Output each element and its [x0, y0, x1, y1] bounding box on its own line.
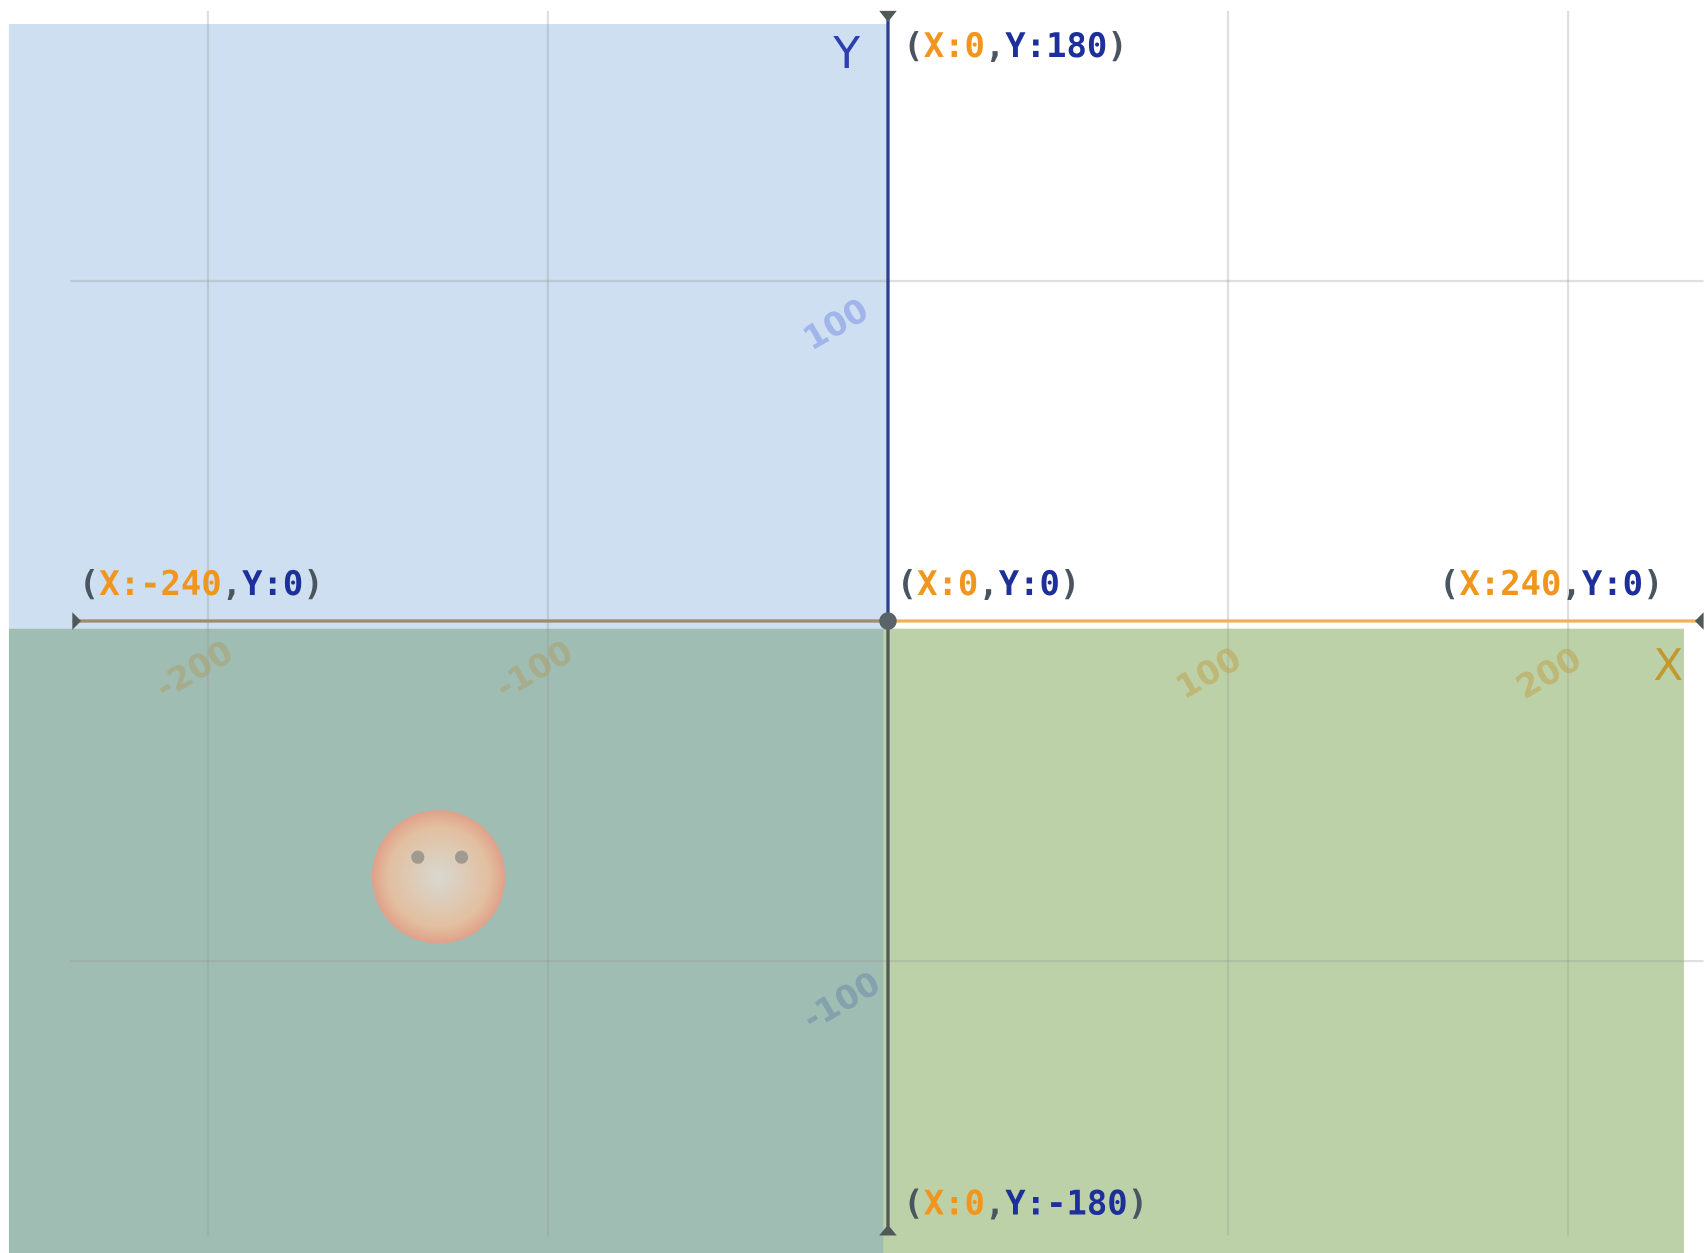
axis-end: [879, 1224, 897, 1236]
coordinate-label: (X:0,Y:180): [903, 26, 1127, 65]
label-part: Y:-180: [1005, 1184, 1127, 1223]
label-part: (: [1439, 564, 1459, 603]
x-axis-label: X: [1653, 640, 1683, 691]
coordinate-labels: (X:0,Y:180)(X:-240,Y:0) (X:0,Y:0) (X:240,Y…: [79, 26, 1664, 1223]
label-part: (: [897, 564, 917, 603]
label-part: Y:180: [1005, 26, 1107, 65]
label-part: Y:0: [242, 564, 303, 603]
label-part: ): [1107, 26, 1127, 65]
axis-end: [72, 612, 82, 630]
label-part: ,: [985, 1184, 1005, 1223]
label-part: (: [903, 26, 923, 65]
quadrant-top-left: [8, 24, 888, 629]
label-part: X:0: [924, 26, 985, 65]
label-part: X:0: [917, 564, 978, 603]
coordinate-label: (X:0,Y:-180): [903, 1184, 1148, 1223]
quadrant-bottom-right: [883, 628, 1684, 1253]
axis-end: [1694, 612, 1704, 630]
coordinate-label: (X:240,Y:0): [1439, 564, 1663, 603]
coordinate-label: (X:0,Y:0): [897, 564, 1081, 603]
label-part: ): [1128, 1184, 1148, 1223]
origin: [879, 612, 897, 630]
eye: [411, 850, 425, 864]
label-part: (: [79, 564, 99, 603]
label-part: X:240: [1459, 564, 1561, 603]
label-part: ): [1060, 564, 1080, 603]
axis-end: [879, 10, 897, 22]
label-part: Y:0: [999, 564, 1060, 603]
label-part: ,: [222, 564, 242, 603]
sprite: [371, 810, 506, 944]
label-part: X:-240: [99, 564, 221, 603]
coordinate-label: (X:-240,Y:0): [79, 564, 324, 603]
label-part: ,: [978, 564, 998, 603]
ball: [371, 810, 506, 944]
label-part: (: [903, 1184, 923, 1223]
label-part: ): [303, 564, 323, 603]
eye: [455, 850, 469, 864]
label-part: ): [1643, 564, 1663, 603]
y-axis-label: Y: [832, 28, 860, 79]
label-part: ,: [985, 26, 1005, 65]
label-part: Y:0: [1582, 564, 1643, 603]
label-part: ,: [1561, 564, 1581, 603]
label-part: X:0: [924, 1184, 985, 1223]
